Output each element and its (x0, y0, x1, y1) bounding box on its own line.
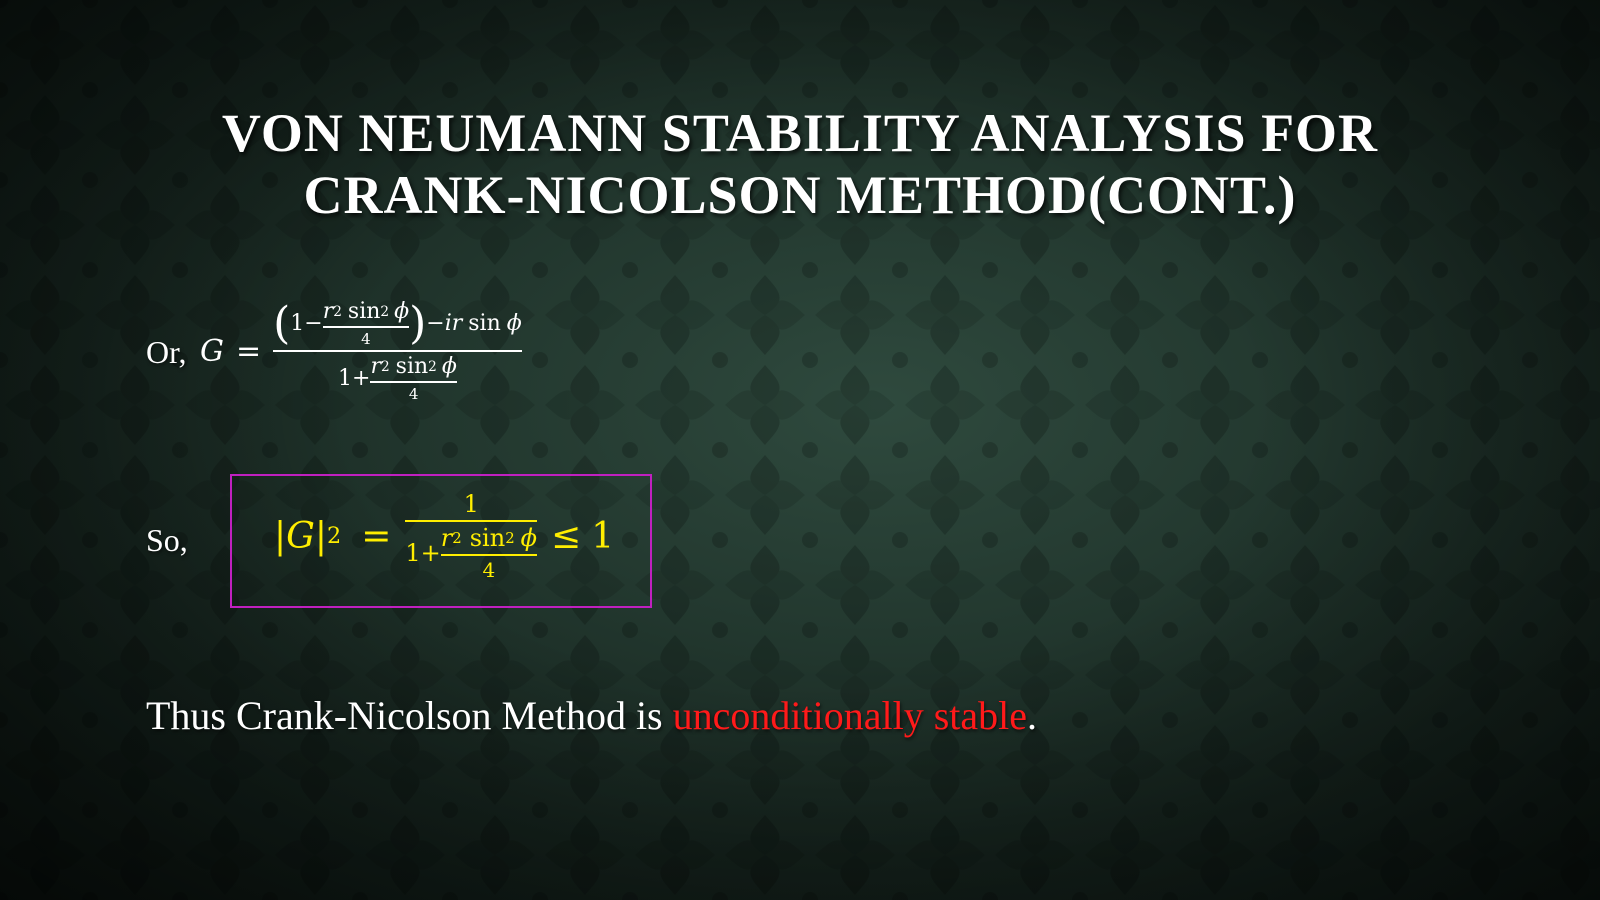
eq2-sin: sin (469, 524, 506, 552)
so-label: So, (146, 522, 188, 558)
eq1-minus: − (304, 311, 323, 336)
eq1-one: 1 (290, 311, 305, 336)
eq1-four: 4 (361, 330, 371, 348)
eq2-r: r (440, 524, 453, 552)
eq1-lhs: G (200, 333, 224, 369)
conclusion-prefix: Thus Crank-Nicolson Method is (146, 693, 673, 738)
eq1-open-paren: ( (273, 297, 291, 349)
conclusion-period: . (1027, 693, 1037, 738)
conclusion-text: Thus Crank-Nicolson Method is unconditio… (146, 692, 1037, 739)
result-highlight-box (230, 474, 652, 608)
eq2-den-one: 1 (405, 539, 421, 567)
eq1-fraction-bar (273, 350, 522, 352)
eq2-four: 4 (482, 558, 496, 582)
eq2-numerator: 1 (463, 490, 479, 518)
eq1-den-four: 4 (408, 385, 419, 403)
eq1-den-r: r (370, 354, 381, 379)
eq1-sin: sin (347, 299, 381, 324)
eq2-lhs: |G| (274, 515, 328, 557)
eq1-den-plus: + (352, 366, 371, 391)
eq1-den-phi: ϕ (441, 354, 457, 379)
eq2-leq: ≤ (551, 515, 582, 557)
slide-title: Von Neumann Stability Analysis for Crank… (100, 102, 1500, 226)
eq1-equals: = (235, 333, 262, 369)
eq1-den-one: 1 (338, 366, 353, 391)
eq2-phi: ϕ (520, 524, 538, 552)
eq1-phi: ϕ (394, 299, 410, 324)
eq1-r: r (322, 299, 334, 324)
eq2-equals: = (361, 515, 392, 557)
slide-title-line-1: Von Neumann Stability Analysis for (221, 103, 1379, 163)
eq1-close-paren: ) (409, 297, 427, 349)
eq1-sin-2: sin (468, 311, 501, 336)
or-label: Or, (146, 334, 187, 370)
eq1-phi-2: ϕ (506, 311, 522, 336)
eq2-den-plus: + (420, 539, 441, 567)
eq1-den-sin: sin (395, 354, 429, 379)
eq2-fraction-bar (405, 520, 538, 522)
eq1-minus-ir: −ir (426, 311, 463, 336)
slide-title-line-2: Crank-Nicolson Method(Cont.) (303, 165, 1297, 225)
conclusion-emphasis: unconditionally stable (672, 693, 1027, 738)
eq2-rhs: 1 (591, 515, 615, 557)
